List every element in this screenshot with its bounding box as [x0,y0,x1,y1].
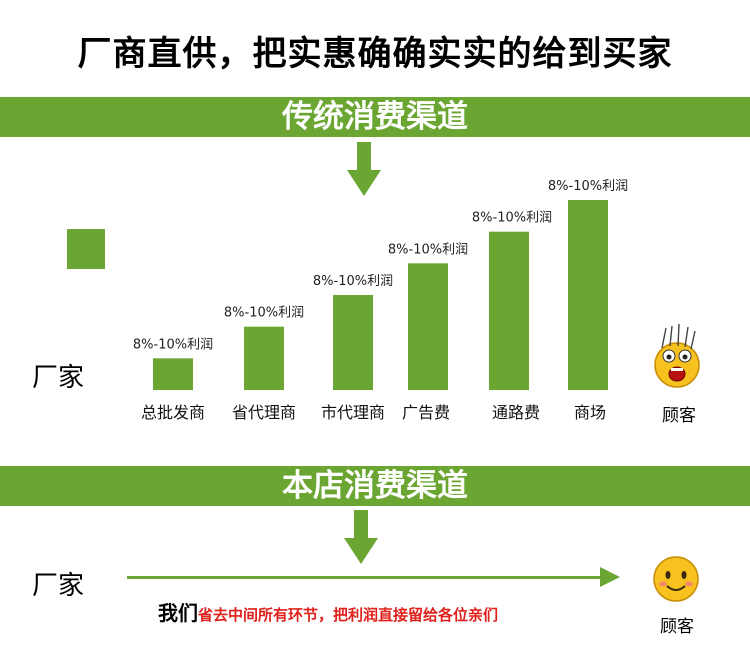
data-label-3: 8%-10%利润 [313,274,393,289]
data-label-4: 8%-10%利润 [388,242,468,257]
page-headline: 厂商直供，把实惠确确实实的给到买家 [77,34,673,74]
bar-4 [408,263,448,390]
category-label-2: 省代理商 [232,403,296,422]
category-label-6: 商场 [574,403,606,422]
slogan-text: 省去中间所有环节，把利润直接留给各位亲们 [198,606,499,624]
data-label-5: 8%-10%利润 [472,211,552,226]
bar-2 [244,326,284,390]
direct-channel-band [0,466,750,506]
data-label-2: 8%-10%利润 [224,306,304,321]
data-label-1: 8%-10%利润 [133,337,213,352]
down-arrow-stem [357,142,371,172]
bar-5 [489,231,529,390]
category-label-4: 广告费 [402,403,450,422]
shocked-face-icon [654,323,700,388]
bar-6 [568,200,608,390]
direct-channel-title: 本店消费渠道 [282,468,468,504]
direct-flow-line [127,576,605,579]
factory-label: 厂家 [32,363,85,393]
legend-square [67,229,105,269]
factory-label-direct: 厂家 [32,571,85,601]
smiling-face-icon [653,556,699,602]
slogan: 我们省去中间所有环节，把利润直接留给各位亲们 [158,597,498,626]
customer-label-direct: 顾客 [660,617,694,637]
bar-3 [333,295,373,390]
customer-label: 顾客 [662,406,696,426]
down-arrow-icon [347,170,381,196]
bar-1 [153,358,193,390]
down-arrow-icon-2 [344,538,378,564]
category-label-3: 市代理商 [321,403,385,422]
category-label-5: 通路费 [492,403,540,422]
data-label-6: 8%-10%利润 [548,179,628,194]
category-label-1: 总批发商 [141,403,205,422]
down-arrow-stem-2 [354,510,368,540]
right-arrow-icon [600,567,620,587]
traditional-channel-band [0,97,750,137]
slogan-prefix: 我们 [158,601,198,625]
traditional-channel-title: 传统消费渠道 [282,99,468,135]
